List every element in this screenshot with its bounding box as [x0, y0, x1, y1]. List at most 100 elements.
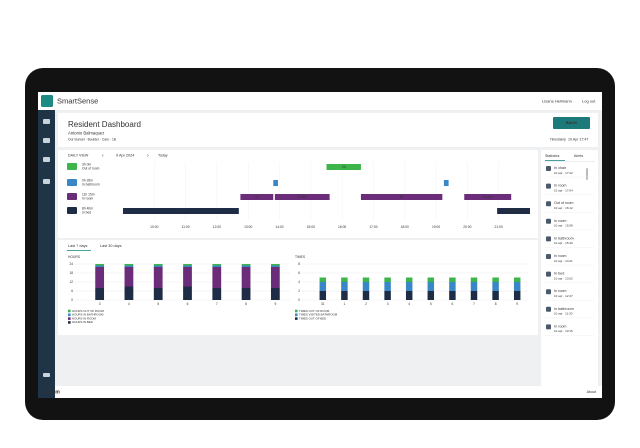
event-time: 10 apr · 12:47	[554, 294, 573, 298]
event-name[interactable]: In bed	[554, 272, 564, 276]
back-label[interactable]: BACK	[566, 120, 578, 125]
panel-tab[interactable]: Alerts	[574, 154, 583, 158]
sidebar	[38, 110, 55, 398]
event-name[interactable]: In bathroom	[554, 236, 574, 240]
event-name[interactable]: In room	[554, 324, 567, 328]
x-tick-label: 8	[245, 302, 247, 306]
timeline-segment	[274, 194, 330, 200]
bar-segment	[95, 264, 105, 266]
legend-swatch	[68, 313, 71, 317]
event-icon	[546, 183, 551, 189]
bar-segment	[183, 286, 192, 300]
sidebar-icon[interactable]	[43, 179, 50, 184]
bar-segment	[427, 277, 435, 282]
timestamp: 10 Apr 17:47	[568, 137, 588, 141]
chart-title: TIMES	[295, 255, 306, 259]
user-name: Lisane Hellmann	[542, 99, 572, 104]
footer	[55, 386, 602, 398]
logout[interactable]: Log out	[582, 99, 596, 104]
next-day[interactable]: ›	[147, 153, 149, 159]
event-time: 10 apr · 13:02	[554, 276, 573, 280]
y-tick-label: 18	[69, 271, 73, 275]
bar-segment	[270, 264, 280, 266]
bar-segment	[513, 282, 521, 291]
x-tick-label: 6	[452, 302, 454, 306]
x-tick-label: 9	[516, 302, 518, 306]
bar-segment	[470, 282, 478, 291]
bar-segment	[384, 277, 391, 282]
bar-segment	[153, 267, 163, 288]
event-name[interactable]: In room	[554, 289, 567, 293]
bar-segment	[362, 277, 370, 282]
bar-segment	[362, 282, 370, 291]
y-tick-label: 6	[298, 271, 300, 275]
range-tab[interactable]: Last 7 days	[68, 244, 88, 248]
row-icon	[67, 207, 77, 214]
timeline-segment	[360, 194, 443, 200]
row-sublabel: In bed	[82, 210, 91, 214]
about-link[interactable]: About	[587, 390, 596, 394]
today-link[interactable]: Today	[158, 153, 168, 157]
sidebar-icon[interactable]	[43, 119, 50, 124]
event-name[interactable]: In room	[554, 219, 567, 223]
event-time: 10 apr · 16:12	[554, 206, 573, 210]
event-time: 10 apr · 11:30	[554, 312, 573, 316]
bar-segment	[319, 291, 327, 300]
sidebar-expand[interactable]	[43, 373, 50, 377]
bar-segment	[212, 288, 222, 300]
back-button[interactable]	[553, 117, 590, 129]
bar-segment	[384, 291, 391, 300]
prev-day[interactable]: ‹	[102, 153, 104, 159]
bar-segment	[241, 267, 251, 288]
bar-segment	[241, 265, 251, 267]
row-label: 8h 40m	[82, 206, 93, 210]
bar-segment	[341, 282, 348, 291]
event-name[interactable]: In room	[554, 254, 567, 258]
panel-tab[interactable]: Statistics	[545, 154, 560, 158]
sidebar-icon[interactable]	[43, 138, 50, 143]
stats-card	[58, 240, 538, 335]
range-tab[interactable]: Last 30 days	[100, 244, 122, 248]
legend-label: TIMES VISITED BATHROOM	[299, 313, 338, 317]
legend-swatch	[68, 309, 71, 313]
timeline-segment	[123, 208, 239, 214]
event-name[interactable]: In bathroom	[554, 307, 574, 311]
bar-segment	[492, 282, 499, 291]
x-tick-label: 3	[99, 302, 101, 306]
row-label: 3h 0m	[82, 162, 91, 166]
bar-segment	[241, 288, 251, 300]
bar-segment	[470, 291, 478, 300]
segment-label: 2h45m	[297, 195, 307, 199]
segment-label: 5h	[400, 195, 404, 199]
bar-segment	[95, 265, 105, 267]
bar-segment	[212, 264, 222, 266]
time-tick-label: 10:00	[150, 225, 158, 229]
event-name[interactable]: Out of room	[554, 201, 573, 205]
daily-view-label: DAILY VIEW	[68, 153, 89, 157]
app-logo	[41, 95, 53, 107]
sidebar-icon[interactable]	[43, 157, 50, 162]
event-name[interactable]: In room	[554, 184, 567, 188]
y-tick-label: 0	[71, 298, 73, 302]
side-panel	[541, 150, 598, 386]
x-tick-label: 4	[128, 302, 130, 306]
bar-segment	[341, 291, 348, 300]
bar-segment	[124, 267, 134, 287]
time-tick-label: 14:00	[275, 225, 283, 229]
bar-segment	[449, 291, 456, 300]
event-icon	[546, 166, 551, 171]
bar-segment	[153, 264, 163, 266]
scrollbar	[586, 168, 588, 180]
legend-swatch	[295, 313, 298, 317]
y-tick-label: 2	[298, 289, 300, 293]
divider	[544, 161, 595, 162]
active-tab-underline	[545, 160, 565, 161]
resident-name[interactable]: Antonio Balmaquez	[68, 131, 104, 136]
time-tick-label: 17:00	[369, 225, 377, 229]
event-name[interactable]: In chair	[554, 166, 567, 170]
event-time: 10 apr · 14:21	[554, 259, 573, 263]
bar-segment	[270, 265, 280, 267]
x-tick-label: 7	[216, 302, 218, 306]
bar-segment	[270, 267, 280, 288]
